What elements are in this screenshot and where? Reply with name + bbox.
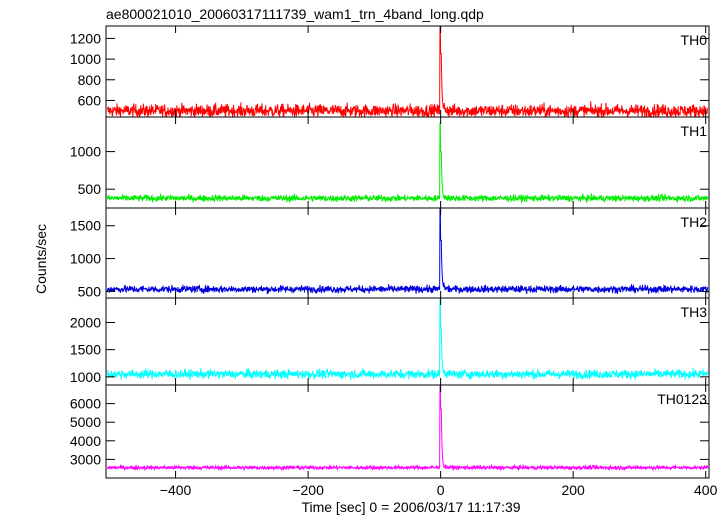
y-tick-label: 1000: [70, 51, 101, 67]
x-axis-label: Time [sec] 0 = 2006/03/17 11:17:39: [301, 499, 520, 515]
y-tick-label: 1500: [70, 218, 101, 234]
series-line-th2: [106, 207, 709, 295]
y-tick-label: 1000: [70, 369, 101, 385]
y-tick-label: 4000: [70, 433, 101, 449]
x-tick-label: 200: [561, 482, 585, 498]
panel-frame: [105, 207, 710, 299]
x-tick-label: 0: [437, 482, 445, 498]
x-tick-labels: −400 −200 0 200 400: [160, 482, 718, 498]
y-tick-label: 500: [78, 181, 102, 197]
x-tick-label: −200: [292, 482, 324, 498]
panel-th3: 1000 1500 2000 TH3: [70, 297, 710, 386]
y-tick-label: 1000: [70, 251, 101, 267]
y-tick-label: 1200: [70, 30, 101, 46]
panel-th1: 500 1000 TH1: [70, 116, 710, 209]
panel-th2: 500 1000 1500 TH2: [70, 207, 710, 299]
x-tick-label: −400: [160, 482, 192, 498]
y-tick-label: 1500: [70, 342, 101, 358]
y-tick-label: 1000: [70, 144, 101, 160]
y-tick-label: 500: [78, 283, 102, 299]
y-tick-label: 5000: [70, 414, 101, 430]
y-tick-label: 3000: [70, 451, 101, 467]
panel-label-th1: TH1: [681, 123, 708, 139]
series-line-th1: [106, 122, 709, 204]
series-line-th3: [106, 297, 709, 381]
series-line-th0123: [106, 384, 709, 472]
x-tick-label: 400: [694, 482, 718, 498]
panel-th0123: 3000 4000 5000 6000 TH0123: [70, 384, 710, 479]
panel-frame: [105, 116, 710, 209]
y-tick-label: 800: [78, 72, 102, 88]
panel-label-th0: TH0: [681, 32, 708, 48]
y-tick-label: 6000: [70, 396, 101, 412]
chart-title: ae800021010_20060317111739_wam1_trn_4ban…: [106, 6, 484, 22]
plot-panels: 600 800 1000 1200 TH0 500 1000 TH1 500 1000 1500 TH…: [70, 25, 710, 479]
panel-th0: 600 800 1000 1200 TH0: [70, 25, 710, 119]
panel-label-th3: TH3: [681, 304, 708, 320]
panel-label-th2: TH2: [681, 214, 708, 230]
y-tick-label: 2000: [70, 314, 101, 330]
series-line-th0: [106, 25, 709, 119]
panel-frame: [105, 25, 710, 118]
panel-frame: [105, 384, 710, 479]
y-axis-label: Counts/sec: [33, 224, 49, 294]
panel-label-th0123: TH0123: [657, 391, 707, 407]
y-tick-label: 600: [78, 92, 102, 108]
